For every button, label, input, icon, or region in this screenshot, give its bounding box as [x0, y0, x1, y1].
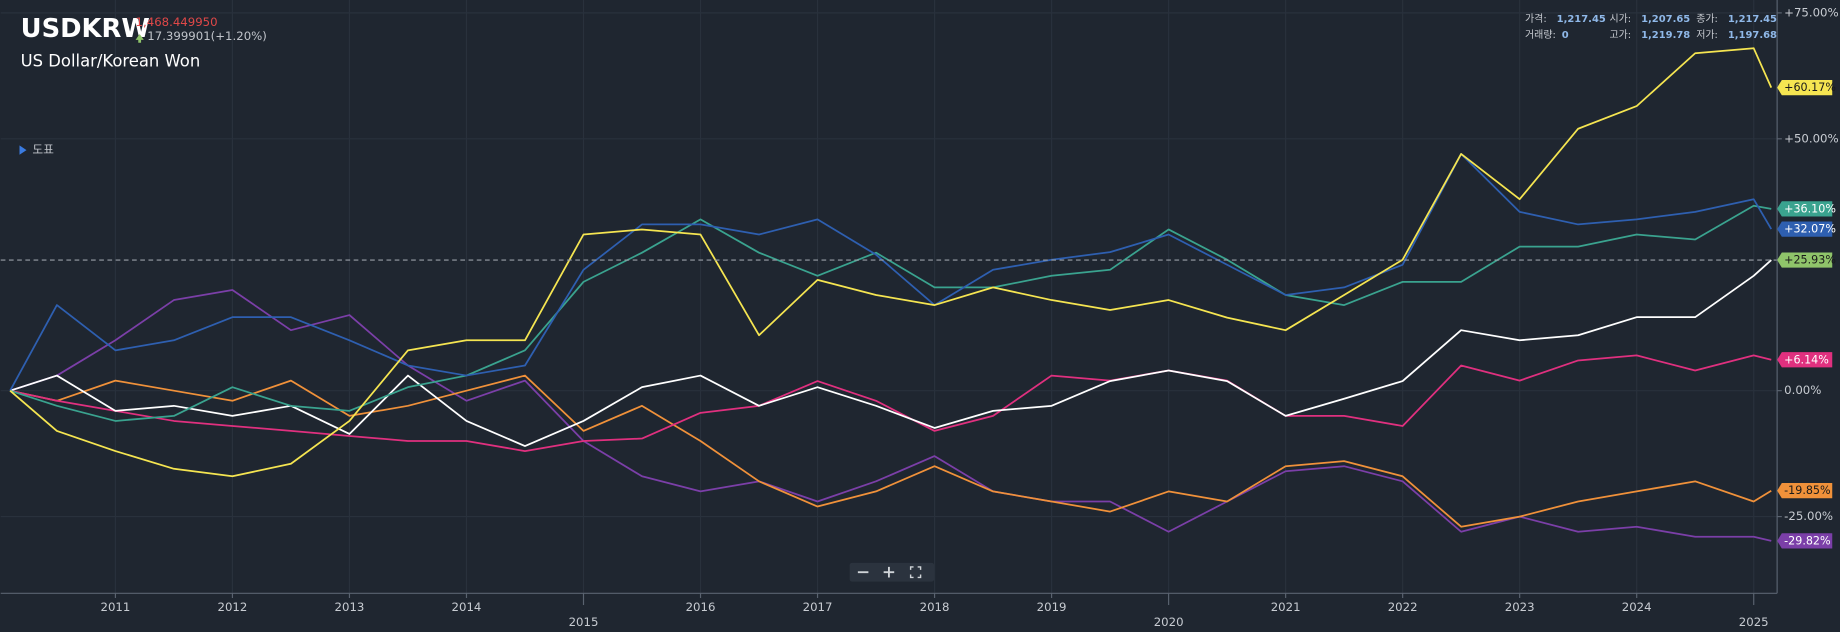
- value-badge: [1777, 201, 1833, 217]
- info-label: 거래량:: [1525, 29, 1556, 41]
- up-arrow: [135, 34, 144, 43]
- value-badge: [1777, 352, 1833, 368]
- info-value: 1,219.78: [1641, 30, 1690, 41]
- y-tick-label: 0.00%: [1784, 383, 1821, 397]
- x-tick-label: 2014: [452, 600, 482, 614]
- value-badge: [1777, 533, 1833, 549]
- subtitle: US Dollar/Korean Won: [21, 52, 201, 71]
- x-tick-label: 2018: [920, 600, 950, 614]
- lines: [0, 47, 1778, 542]
- zoom-controls: [849, 562, 935, 582]
- value-label: -19.85%: [1784, 484, 1830, 497]
- series-line: [9, 374, 1772, 528]
- x-tick-label: 2011: [100, 600, 130, 614]
- series-line: [9, 259, 1772, 447]
- x-tick-label: 2017: [803, 600, 833, 614]
- x-tick-label: 2015: [569, 615, 599, 629]
- value-label: +60.17%: [1784, 81, 1836, 94]
- x-tick-label: 2021: [1271, 600, 1301, 614]
- info-value: 1,207.65: [1641, 14, 1690, 25]
- x-tick-label: 2025: [1739, 615, 1769, 629]
- info-value: 1,217.45: [1728, 14, 1777, 25]
- series-line: [9, 47, 1773, 478]
- value-label: +25.93%: [1784, 254, 1836, 267]
- price: 1,468.449950: [136, 15, 218, 29]
- value-badge: [1777, 252, 1833, 268]
- value-label: +32.07%: [1784, 223, 1836, 236]
- grid: [0, 0, 1778, 594]
- series-line: [9, 354, 1772, 452]
- title: USDKRW: [21, 14, 150, 44]
- header: USDKRW 1,468.449950 17.399901(+1.20%) US…: [19, 14, 267, 157]
- change: 17.399901(+1.20%): [147, 29, 267, 43]
- x-tick-label: 2020: [1154, 615, 1184, 629]
- x-tick-label: 2019: [1037, 600, 1067, 614]
- info-label: 저가:: [1696, 29, 1718, 41]
- info-label: 고가:: [1609, 29, 1631, 41]
- y-tick-label: +75.00%: [1784, 5, 1839, 19]
- x-tick-label: 2012: [218, 600, 248, 614]
- fullscreen[interactable]: [909, 566, 922, 579]
- x-tick-label: 2024: [1622, 600, 1652, 614]
- x-tick-label: 2023: [1505, 600, 1535, 614]
- info-value: 1,217.45: [1557, 14, 1606, 25]
- y-tick-label: +50.00%: [1784, 131, 1839, 145]
- series-line: [9, 153, 1773, 392]
- y-tick-label: -25.00%: [1784, 509, 1833, 523]
- info-label: 종가:: [1696, 13, 1718, 25]
- value-badge: [1777, 221, 1833, 237]
- value-badge: [1777, 483, 1833, 499]
- menu-icon[interactable]: [19, 145, 27, 155]
- value-label: -29.82%: [1784, 534, 1830, 547]
- x-tick-label: 2022: [1388, 600, 1418, 614]
- info-label: 시가:: [1609, 13, 1631, 25]
- info-label: 가격:: [1525, 12, 1547, 25]
- x-tick-label: 2013: [335, 600, 365, 614]
- series-line: [9, 204, 1772, 422]
- info-value: 0: [1562, 30, 1569, 41]
- menu-label[interactable]: 도표: [32, 143, 54, 157]
- value-label: +6.14%: [1784, 353, 1829, 366]
- info-value: 1,197.68: [1728, 30, 1777, 41]
- zoom-in[interactable]: [883, 566, 895, 578]
- value-badge: [1777, 79, 1833, 96]
- value-label: +36.10%: [1784, 202, 1836, 215]
- x-tick-label: 2016: [686, 600, 716, 614]
